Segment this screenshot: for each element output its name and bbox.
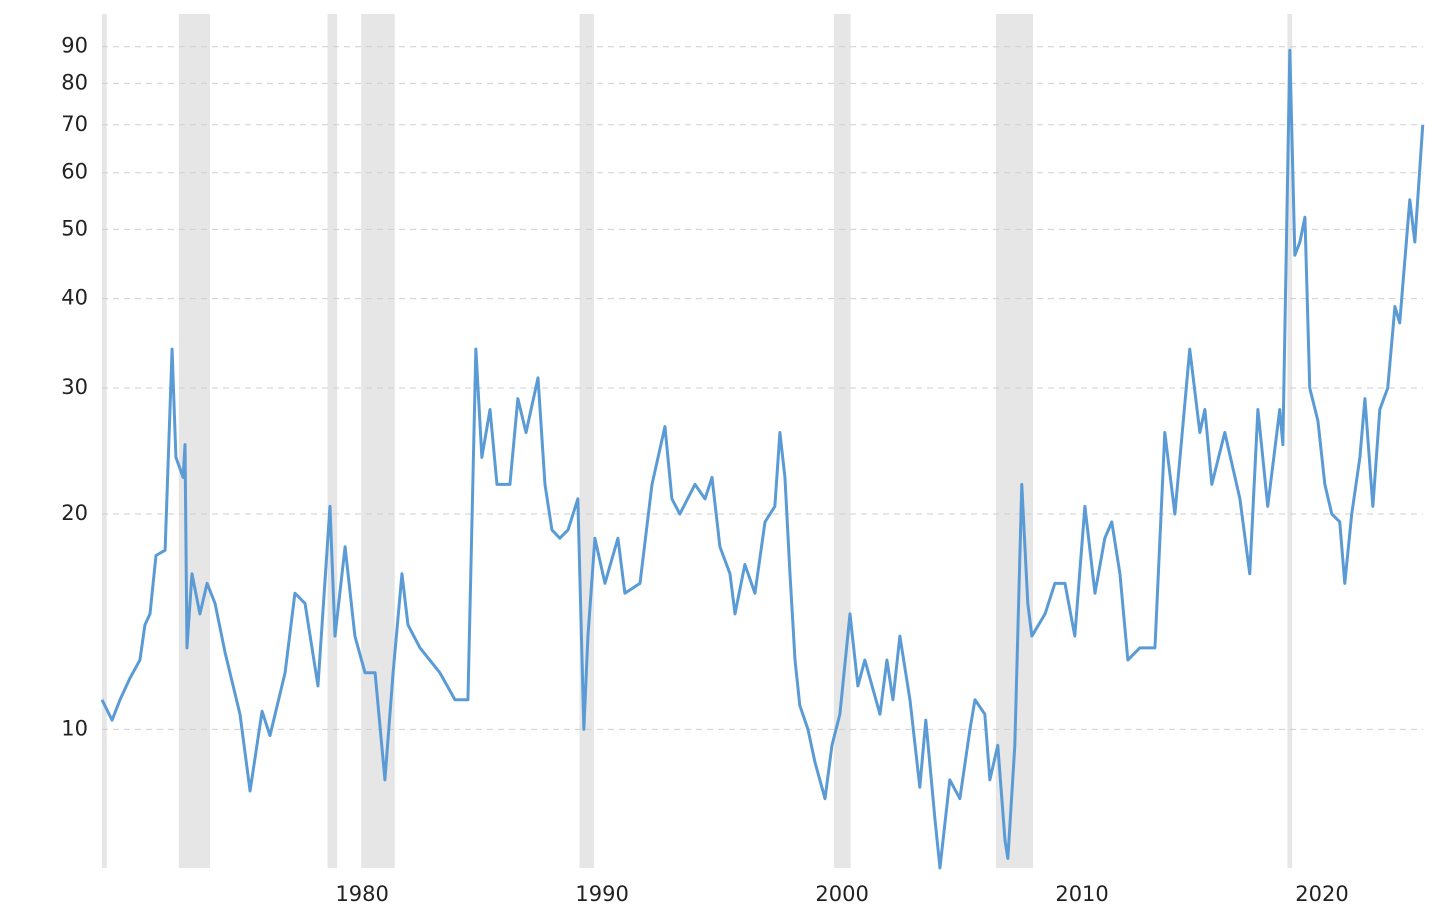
y-tick-label: 20 (61, 501, 88, 525)
recession-band (178, 14, 210, 868)
y-tick-label: 70 (61, 112, 88, 136)
y-tick-label: 80 (61, 70, 88, 94)
y-tick-label: 90 (61, 34, 88, 58)
recession-band (327, 14, 338, 868)
recession-band (1287, 14, 1293, 868)
x-tick-label: 2020 (1295, 882, 1348, 906)
recession-band (361, 14, 395, 868)
y-tick-label: 60 (61, 160, 88, 184)
x-tick-label: 1990 (575, 882, 628, 906)
x-tick-label: 2000 (815, 882, 868, 906)
y-tick-label: 30 (61, 375, 88, 399)
recession-band (579, 14, 594, 868)
recession-band (833, 14, 851, 868)
x-tick-label: 2010 (1055, 882, 1108, 906)
y-tick-label: 50 (61, 216, 88, 240)
y-tick-label: 10 (61, 716, 88, 740)
recession-band (102, 14, 107, 868)
y-tick-label: 40 (61, 286, 88, 310)
data-line (100, 48, 1425, 870)
x-tick-label: 1980 (335, 882, 388, 906)
